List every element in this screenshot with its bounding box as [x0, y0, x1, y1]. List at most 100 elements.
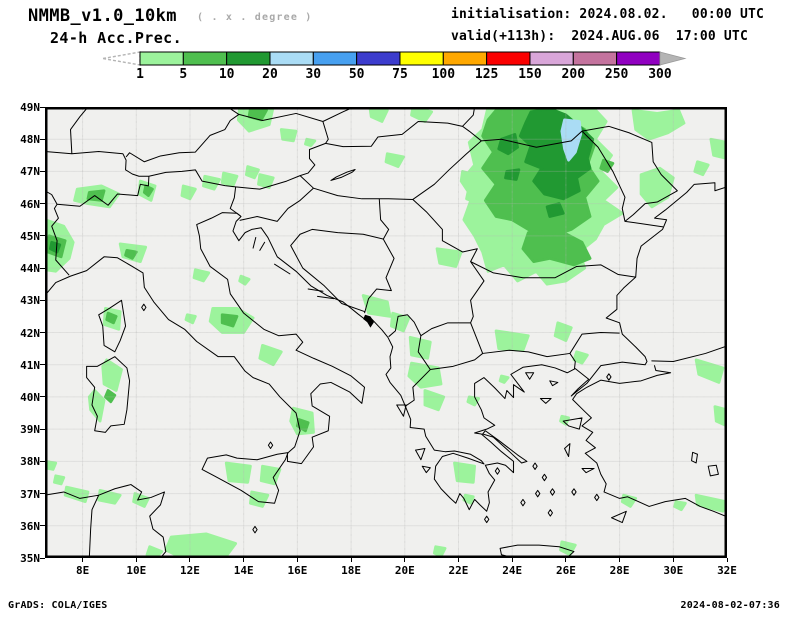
small-islands: [142, 304, 611, 533]
map-area: [45, 107, 727, 558]
colorbar-segment: [616, 51, 661, 66]
x-axis-label: 28E: [609, 564, 630, 577]
coastline-africa: [45, 485, 166, 558]
map-background: [45, 107, 727, 558]
x-axis-tick: [189, 558, 191, 562]
y-axis-tick: [40, 267, 45, 269]
y-axis-tick: [40, 428, 45, 430]
lakes: [331, 169, 718, 475]
model-subtitle: ( . x . degree ): [197, 12, 313, 23]
colorbar-segment: [442, 51, 488, 66]
x-axis-tick: [726, 558, 728, 562]
colorbar-tick-label: 250: [605, 67, 629, 82]
x-axis-label: 14E: [233, 564, 254, 577]
y-axis-label: 41N: [20, 358, 40, 372]
colorbar-tick-label: 125: [475, 67, 498, 82]
x-axis-label: 24E: [502, 564, 523, 577]
colorbar-segment: [529, 51, 574, 66]
x-axis-tick: [82, 558, 84, 562]
colorbar-segment: [312, 51, 358, 66]
initialisation-label: initialisation: 2024.08.02. 00:00 UTC: [451, 7, 765, 22]
y-axis-label: 44N: [20, 262, 40, 276]
coastlines: [45, 169, 727, 558]
colorbar-segment: [486, 51, 531, 66]
grads-credit-label: GrADS: COLA/IGES: [8, 600, 108, 611]
x-axis-label: 12E: [180, 564, 200, 577]
x-axis-label: 16E: [287, 564, 308, 577]
precip-colorbar: 1 5 10 20 30 50 75 100 125 150 200 250 300: [102, 51, 687, 82]
coastline-islands: [87, 237, 627, 558]
y-axis-tick: [40, 525, 45, 527]
colorbar-tick-label: 30: [305, 67, 321, 82]
colorbar-tick-label: 300: [648, 67, 672, 82]
y-axis-tick: [40, 364, 45, 366]
x-axis-label: 18E: [341, 564, 362, 577]
y-axis-tick: [40, 138, 45, 140]
colorbar-segment: [572, 51, 618, 66]
y-axis-tick: [40, 557, 45, 559]
country-borders: [45, 107, 677, 407]
colorbar-segment: [356, 51, 401, 66]
kotor-bay-mark: [363, 314, 374, 328]
x-axis-tick: [350, 558, 352, 562]
x-axis-tick: [135, 558, 137, 562]
x-axis-label: 32E: [717, 564, 737, 577]
colorbar-segment: [226, 51, 271, 66]
coastline-anatolia: [573, 346, 727, 517]
y-axis-tick: [40, 332, 45, 333]
x-axis-tick: [672, 558, 674, 562]
y-axis-label: 36N: [20, 519, 40, 533]
y-axis-label: 42N: [20, 326, 40, 340]
x-axis-tick: [243, 558, 245, 562]
colorbar-tick-label: 100: [432, 67, 456, 82]
y-axis-tick: [40, 170, 45, 172]
x-axis-tick: [296, 558, 298, 562]
x-axis-tick: [511, 558, 513, 562]
y-axis-label: 45N: [20, 229, 40, 243]
colorbar-tick-label: 75: [392, 67, 408, 82]
colorbar-tick-label: 10: [219, 67, 235, 82]
colorbar-segment: [139, 51, 184, 66]
colorbar-tick-label: 150: [518, 67, 542, 82]
x-axis-tick: [457, 558, 459, 562]
field-title: 24-h Acc.Prec.: [50, 29, 183, 47]
y-axis-label: 35N: [20, 552, 40, 565]
map-svg: [45, 107, 727, 558]
x-axis-label: 26E: [555, 564, 576, 577]
y-axis-tick: [40, 299, 45, 301]
y-axis-tick: [40, 106, 45, 108]
colorbar-tick-label: 200: [562, 67, 586, 82]
colorbar-segment: [269, 51, 314, 66]
y-axis-label: 47N: [20, 165, 40, 179]
y-axis-label: 40N: [20, 390, 40, 404]
x-axis-label: 20E: [394, 564, 415, 577]
y-axis-label: 39N: [20, 423, 40, 437]
model-title: NMMB_v1.0_10km: [28, 6, 177, 26]
coastline-europe: [45, 183, 727, 512]
y-axis-label: 38N: [20, 455, 40, 469]
x-axis-label: 10E: [126, 564, 147, 577]
y-axis-tick: [40, 493, 45, 495]
colorbar-tick-label: 5: [179, 67, 187, 82]
colorbar-segment: [399, 51, 444, 66]
colorbar-above-max-arrow: [659, 51, 687, 66]
y-axis-label: 37N: [20, 487, 40, 501]
precip-layer-20mm: [562, 120, 581, 160]
precip-layer-10mm: [50, 109, 592, 252]
y-axis-tick: [40, 396, 45, 398]
y-axis-tick: [40, 203, 45, 205]
colorbar-below-min-arrow: [102, 51, 141, 66]
y-axis-label: 46N: [20, 197, 40, 211]
x-axis-label: 8E: [75, 564, 90, 577]
y-axis-label: 49N: [20, 101, 40, 114]
x-axis-tick: [565, 558, 567, 562]
creation-timestamp-label: 2024-08-02-07:36: [680, 600, 780, 611]
colorbar-segment: [182, 51, 228, 66]
y-axis-tick: [40, 235, 45, 237]
valid-time-label: valid(+113h): 2024.AUG.06 17:00 UTC: [451, 29, 748, 44]
y-axis-label: 43N: [20, 294, 40, 308]
y-axis-label: 48N: [20, 133, 40, 147]
x-axis-tick: [619, 558, 621, 562]
x-axis-tick: [404, 558, 406, 562]
